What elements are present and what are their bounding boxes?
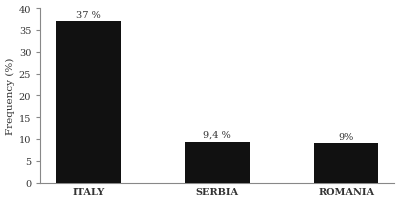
Bar <box>314 144 378 183</box>
Bar <box>185 142 250 183</box>
Text: 9%: 9% <box>338 132 354 141</box>
Text: 9,4 %: 9,4 % <box>204 130 231 139</box>
Text: 37 %: 37 % <box>76 11 101 19</box>
Y-axis label: Frequency (%): Frequency (%) <box>6 57 15 134</box>
Bar <box>56 22 121 183</box>
